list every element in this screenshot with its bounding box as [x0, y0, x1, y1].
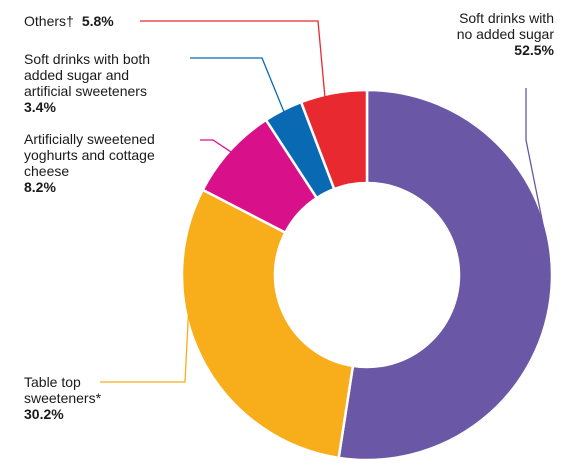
leader-line [525, 88, 544, 226]
label-soft-drinks-both: Soft drinks with both added sugar and ar… [24, 51, 150, 115]
label-text: artificial sweeteners [24, 83, 147, 99]
label-soft-drinks-no-sugar: Soft drinks with no added sugar 52.5% [457, 10, 554, 58]
label-sweetened-yoghurts: Artificially sweetened yoghurts and cott… [24, 131, 155, 195]
donut-slice [337, 88, 554, 462]
label-value: 52.5% [514, 42, 554, 58]
leader-line [100, 314, 190, 383]
leader-lines [100, 20, 544, 383]
label-text: Soft drinks with [459, 10, 554, 26]
label-text: cheese [24, 163, 70, 179]
label-table-top-sweeteners: Table top sweeteners* 30.2% [24, 374, 101, 422]
leader-line [200, 139, 232, 153]
donut-slice [180, 188, 355, 460]
label-text: Artificially sweetened [24, 131, 155, 147]
label-text: sweeteners* [24, 390, 102, 406]
label-value: 3.4% [24, 99, 56, 115]
label-value: 5.8% [81, 13, 114, 29]
donut-slices [180, 88, 554, 462]
leader-line [190, 57, 285, 113]
label-text: Table top [24, 374, 81, 390]
label-text: Soft drinks with both [24, 51, 151, 67]
label-text: yoghurts and cottage [24, 147, 155, 163]
label-text: Others† [24, 13, 74, 29]
label-value: 8.2% [24, 179, 56, 195]
leader-line [140, 20, 326, 97]
label-others: Others† 5.8% [24, 13, 114, 29]
label-text: no added sugar [456, 26, 554, 42]
label-value: 30.2% [24, 406, 64, 422]
label-text: added sugar and [24, 67, 130, 83]
donut-slice [299, 88, 369, 191]
